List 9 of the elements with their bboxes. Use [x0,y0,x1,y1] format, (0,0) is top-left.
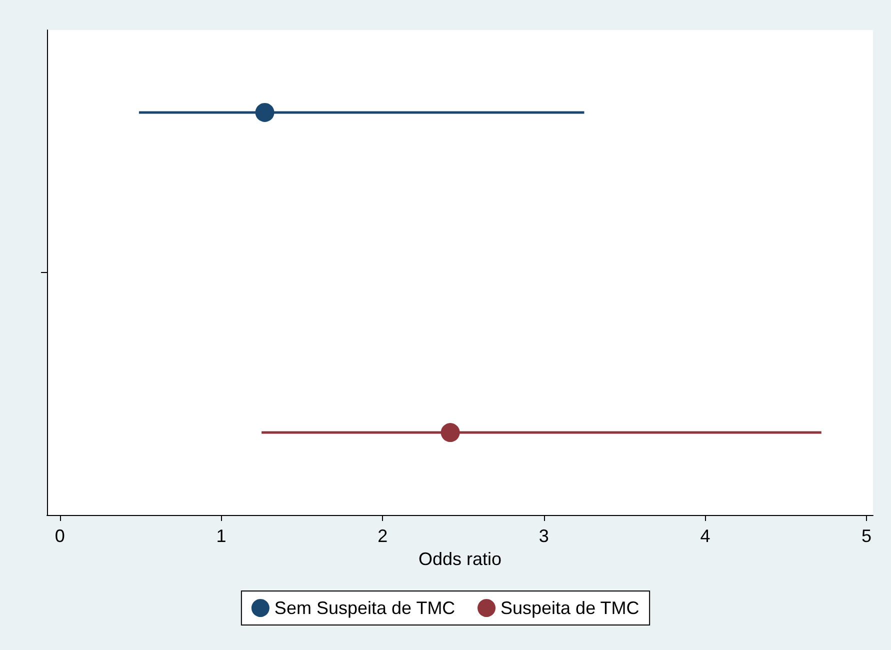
x-tick-label: 3 [538,526,549,546]
x-axis-title: Odds ratio [418,548,502,569]
x-tick-label: 1 [216,526,226,546]
x-tick-label: 4 [700,526,710,546]
legend-label: Suspeita de TMC [500,598,640,618]
x-tick-label: 0 [54,526,65,546]
x-tick-label: 2 [378,526,388,546]
x-tick-label: 5 [862,526,872,546]
legend-label: Sem Suspeita de TMC [274,598,456,618]
